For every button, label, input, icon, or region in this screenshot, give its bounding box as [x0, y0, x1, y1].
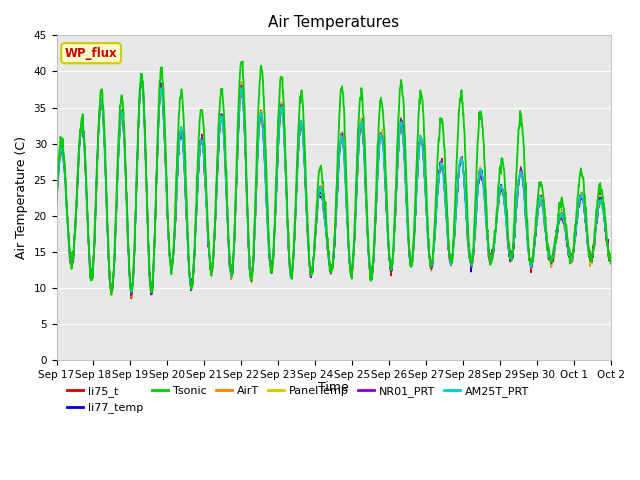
X-axis label: Time: Time — [318, 381, 349, 394]
Y-axis label: Air Temperature (C): Air Temperature (C) — [15, 136, 28, 259]
Legend: li75_t, li77_temp, Tsonic, AirT, PanelTemp, NR01_PRT, AM25T_PRT: li75_t, li77_temp, Tsonic, AirT, PanelTe… — [62, 382, 534, 418]
Text: WP_flux: WP_flux — [65, 47, 118, 60]
Title: Air Temperatures: Air Temperatures — [268, 15, 399, 30]
